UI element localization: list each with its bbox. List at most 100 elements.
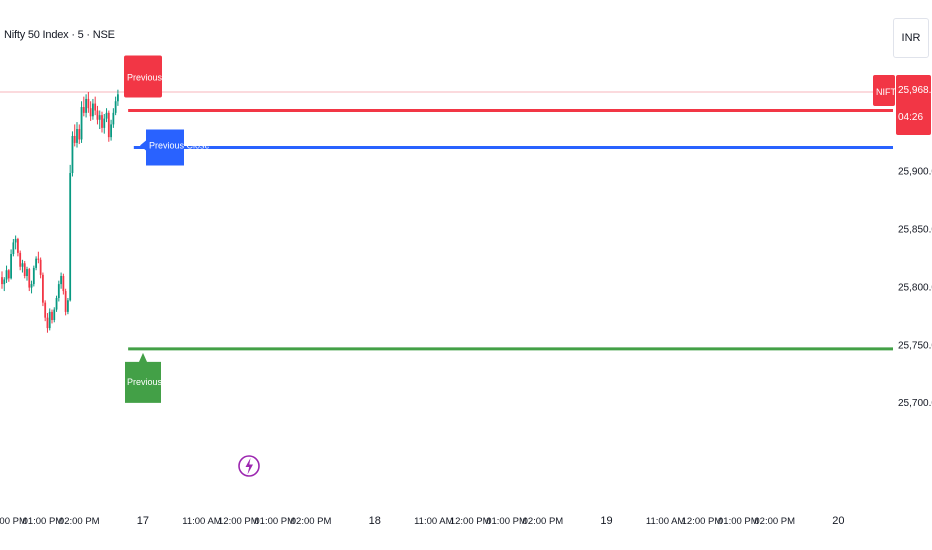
candle xyxy=(1,277,3,285)
date-label: 20 xyxy=(832,515,844,527)
time-label: 12:00 PM xyxy=(218,516,259,527)
candle xyxy=(87,98,90,109)
candle xyxy=(60,276,62,285)
price-axis: 25,700.00 25,750.00 25,800.00 25,850.00 25,9… xyxy=(898,167,932,409)
previous-high-label: Previous High xyxy=(124,55,183,98)
price-tag xyxy=(896,75,931,135)
candle xyxy=(101,115,103,128)
candle xyxy=(32,267,35,285)
level-lines xyxy=(0,91,893,351)
candle xyxy=(39,259,42,275)
time-label: 01:00 PM xyxy=(23,516,64,527)
candle xyxy=(71,135,74,174)
lightning-bolt-icon[interactable] xyxy=(238,455,260,477)
price-tag-value: 25,968.00 xyxy=(898,85,932,96)
candle xyxy=(12,242,15,255)
symbol-tag xyxy=(873,75,895,106)
candle xyxy=(35,258,37,268)
currency-button[interactable]: INR xyxy=(893,18,929,58)
candle xyxy=(10,254,12,279)
candle xyxy=(107,112,110,138)
candle xyxy=(53,309,56,320)
previous-close-label: Previous Close xyxy=(140,129,210,166)
time-label: 02:00 PM xyxy=(59,516,100,527)
time-label: 12:00 PM xyxy=(0,516,27,527)
price-tick-label: 25,700.00 xyxy=(898,398,932,409)
candle xyxy=(7,270,10,279)
previous-low-label-box xyxy=(125,352,161,403)
symbol-tag-text: NIFTY xyxy=(876,87,902,97)
candle xyxy=(55,297,58,310)
price-tick-label: 25,800.00 xyxy=(898,282,932,293)
candle xyxy=(117,94,119,102)
price-tick-label: 25,750.00 xyxy=(898,340,932,351)
previous-high-label-text: Previous High xyxy=(127,73,183,83)
candle xyxy=(80,107,83,140)
time-label: 11:00 AM xyxy=(646,516,686,527)
time-label: 11:00 AM xyxy=(182,516,222,527)
candle xyxy=(21,263,24,267)
lightning-icon-ring xyxy=(238,455,260,477)
candle xyxy=(82,107,85,113)
price-tag-countdown: 04:26 xyxy=(898,112,923,123)
time-label: 12:00 PM xyxy=(682,516,723,527)
candle xyxy=(105,112,108,119)
time-label: 11:00 AM xyxy=(414,516,454,527)
candle xyxy=(23,263,26,277)
time-label: 02:00 PM xyxy=(754,516,795,527)
candles xyxy=(1,89,119,333)
candle xyxy=(78,129,81,140)
candle xyxy=(14,238,17,243)
candle xyxy=(73,135,76,143)
candle xyxy=(92,103,94,117)
date-label: 19 xyxy=(600,515,612,527)
candle xyxy=(96,110,99,120)
time-label: 02:00 PM xyxy=(291,516,332,527)
candle xyxy=(85,98,87,113)
candle xyxy=(94,103,97,111)
candle xyxy=(112,112,115,125)
candle xyxy=(114,101,117,113)
time-label: 02:00 PM xyxy=(523,516,564,527)
candle xyxy=(5,270,8,280)
candle xyxy=(46,317,49,329)
candle xyxy=(67,300,69,312)
previous-high-label-box xyxy=(124,55,162,98)
level-labels: Previous High Previous Close Previous Low xyxy=(124,55,210,403)
candle xyxy=(76,129,78,143)
previous-low-label-text: Previous Low xyxy=(127,377,182,387)
candle xyxy=(19,252,22,267)
date-label: 18 xyxy=(369,515,381,527)
time-label: 01:00 PM xyxy=(254,516,295,527)
time-label: 12:00 PM xyxy=(450,516,491,527)
lightning-icon-bolt xyxy=(245,458,253,475)
candle xyxy=(98,115,101,120)
candle xyxy=(62,276,65,292)
candle xyxy=(17,238,19,253)
price-tick-label: 25,850.00 xyxy=(898,225,932,236)
candle xyxy=(89,108,92,117)
candle xyxy=(51,311,53,320)
candle xyxy=(103,118,106,128)
candle xyxy=(3,279,6,285)
candle xyxy=(37,258,40,260)
candle xyxy=(57,284,60,298)
candle xyxy=(64,291,67,312)
price-tick-label: 25,900.00 xyxy=(898,167,932,178)
date-label: 17 xyxy=(137,515,149,527)
previous-low-label: Previous Low xyxy=(125,352,182,403)
candle xyxy=(48,311,51,329)
candle xyxy=(26,269,28,277)
chart-title: Nifty 50 Index · 5 · NSE xyxy=(4,29,115,41)
candle xyxy=(42,274,44,303)
candle xyxy=(30,284,33,288)
candle xyxy=(28,269,31,288)
candle xyxy=(44,302,47,318)
previous-close-label-text: Previous Close xyxy=(149,141,210,151)
candle xyxy=(110,124,112,138)
candle xyxy=(69,173,72,301)
time-label: 01:00 PM xyxy=(718,516,759,527)
